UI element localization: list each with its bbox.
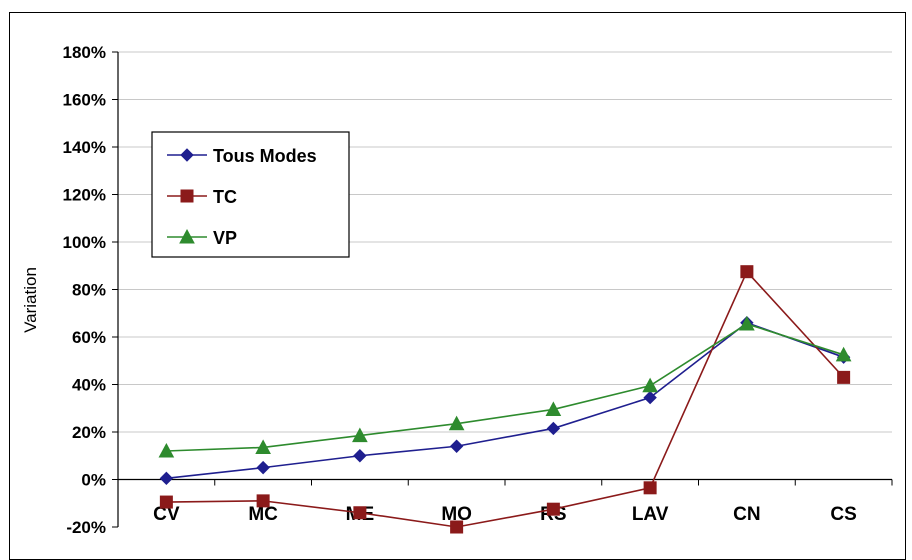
y-tick-label: 20% [72, 423, 106, 442]
legend: Tous Modes TC VP [151, 131, 350, 258]
data-point-tous-modes [546, 421, 561, 436]
x-tick-label: CS [830, 504, 856, 525]
gridlines [118, 51, 892, 480]
series-layer [158, 265, 852, 534]
legend-label: Tous Modes [213, 146, 317, 166]
data-point-tous-modes [159, 471, 174, 486]
series-tous-modes [159, 316, 851, 486]
data-point-vp [448, 415, 465, 431]
legend-label: VP [213, 228, 237, 248]
data-point-tous-modes [353, 449, 367, 463]
y-axis: -20% 0% 20% 40% 60% 80% 100% 120% 140% 160% 180% [63, 43, 119, 537]
y-axis-label: Variation [21, 267, 40, 333]
x-tick-label: CV [153, 504, 180, 525]
data-point-tous-modes [643, 390, 657, 405]
series-tc [159, 265, 851, 534]
data-point-tc [450, 520, 464, 534]
data-point-tc [546, 502, 560, 516]
legend-label: TC [213, 187, 237, 207]
x-tick-label: MO [441, 504, 472, 525]
data-point-tous-modes [256, 460, 270, 475]
x-axis: CVMCMEMORSLAVCNCS [117, 478, 893, 525]
series-line-tous-modes [166, 321, 844, 480]
y-tick-label: -20% [66, 518, 106, 537]
y-tick-label: 140% [63, 138, 106, 157]
legend-item-vp: VP [167, 228, 237, 248]
data-point-tc [740, 265, 754, 279]
data-point-tc [159, 495, 173, 509]
x-tick-label: MC [248, 504, 278, 525]
data-point-tc [256, 494, 270, 508]
data-point-tc [837, 370, 851, 384]
data-point-vp [255, 439, 271, 454]
x-tick-label: LAV [632, 504, 669, 525]
data-point-tc [643, 481, 657, 495]
y-tick-label: 60% [72, 328, 106, 347]
series-line-tc [166, 270, 845, 528]
data-point-tc [353, 506, 367, 520]
y-tick-label: 120% [63, 186, 106, 205]
data-point-vp [352, 427, 368, 443]
legend-marker-vp [179, 228, 195, 244]
x-tick-label: CN [733, 504, 760, 525]
data-point-vp [545, 401, 562, 416]
y-tick-label: 40% [72, 376, 106, 395]
legend-item-tous-modes: Tous Modes [167, 146, 317, 166]
data-point-vp [739, 315, 755, 331]
data-point-vp [642, 377, 658, 393]
series-vp [158, 315, 852, 458]
legend-item-tc: TC [167, 187, 237, 207]
legend-marker-tous-modes [180, 148, 194, 162]
y-tick-label: 0% [81, 471, 106, 490]
data-point-vp [835, 346, 852, 362]
series-line-vp [166, 323, 844, 452]
y-tick-label: 100% [63, 233, 106, 252]
data-point-tous-modes [449, 439, 464, 453]
legend-marker-tc [180, 189, 194, 203]
chart-frame [9, 12, 906, 560]
y-tick-label: 180% [63, 43, 106, 62]
data-point-vp [158, 442, 175, 458]
y-tick-label: 160% [63, 91, 106, 110]
y-tick-label: 80% [72, 281, 106, 300]
